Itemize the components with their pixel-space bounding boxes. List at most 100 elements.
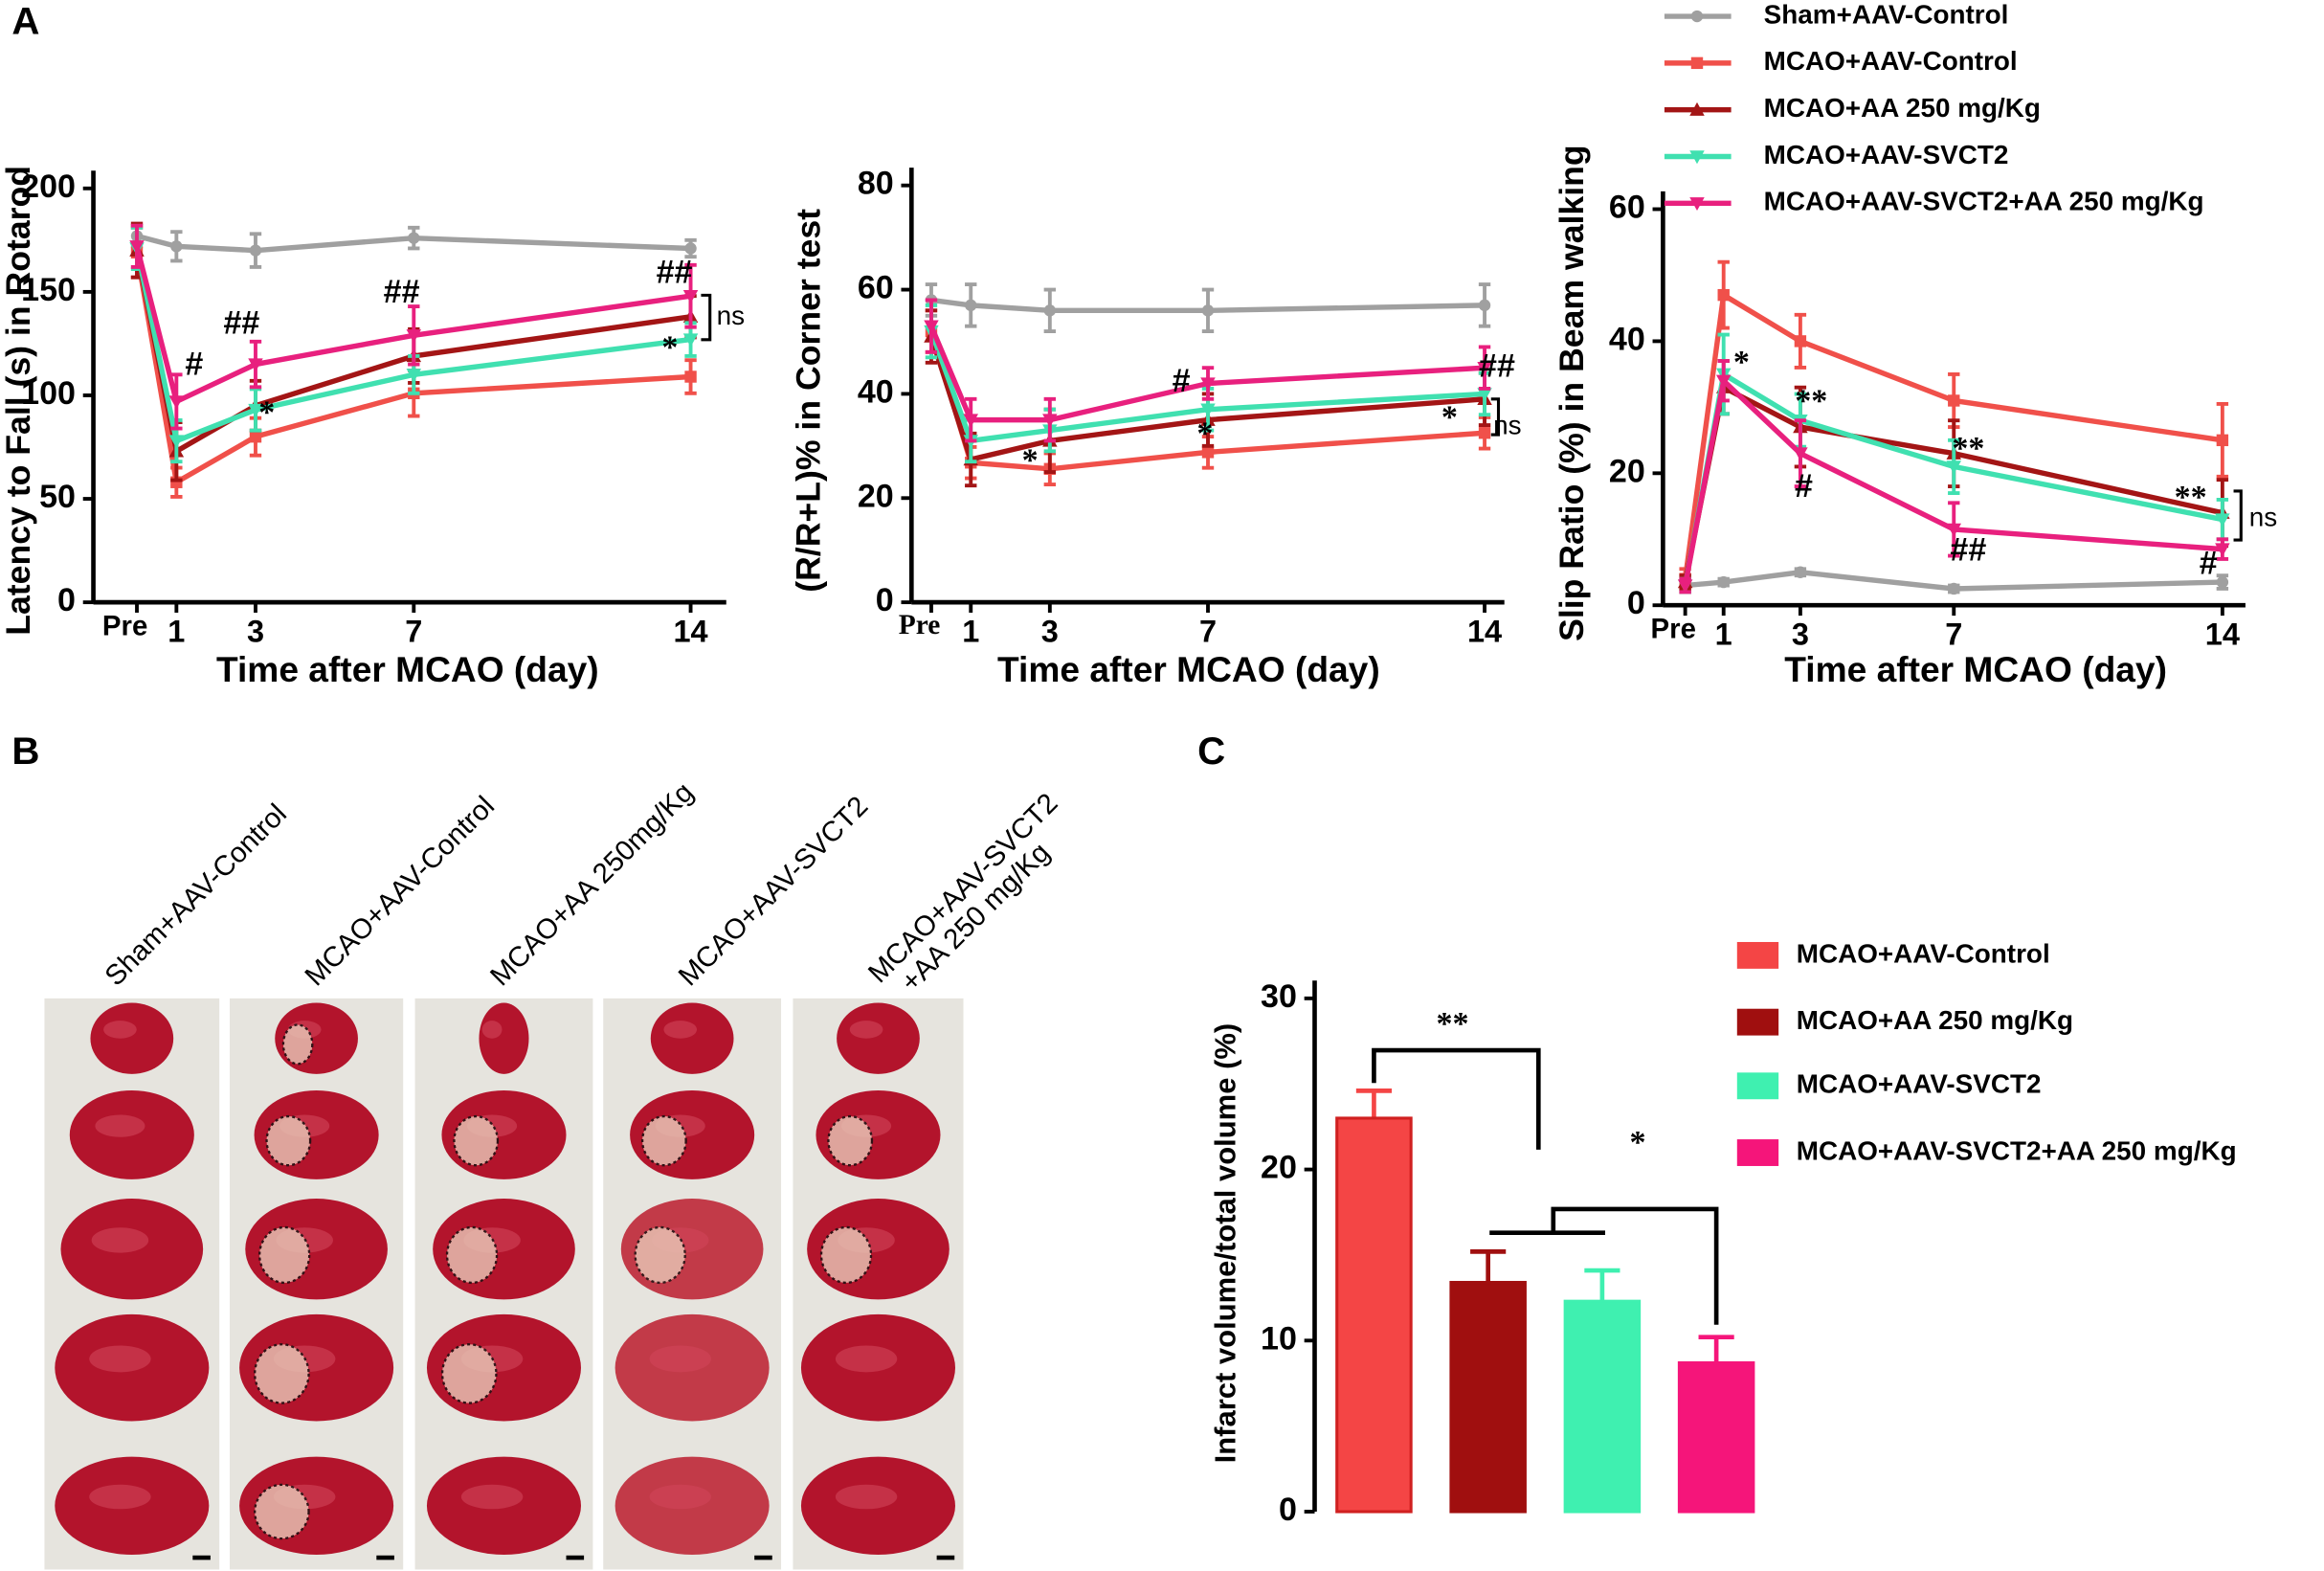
series — [1679, 566, 2229, 595]
y-tick-label: 60 — [1609, 189, 1645, 225]
x-tick-label: Pre — [102, 610, 147, 641]
annotation: ** — [1952, 431, 1984, 466]
point — [1715, 374, 1732, 389]
brackets — [701, 293, 2243, 1325]
infarct-outline — [640, 1114, 687, 1167]
infarct-outline — [634, 1225, 686, 1285]
point — [1946, 523, 1961, 537]
error-bar — [1698, 1335, 1734, 1363]
x-tick-label: 1 — [962, 614, 979, 648]
slice-highlight — [95, 1114, 145, 1137]
photo-label: MCAO+AA 250mg/Kg — [484, 776, 700, 992]
error-bar — [1470, 1249, 1507, 1283]
x-tick-label: 1 — [1715, 617, 1732, 651]
point — [684, 370, 697, 383]
point — [1794, 566, 1807, 578]
y-axis-label: Slip Ratio (%) in Beam walking — [1553, 145, 1591, 641]
brain-slice — [650, 1002, 734, 1074]
legend-swatch — [1736, 941, 1779, 969]
y-tick-label: 0 — [1279, 1492, 1297, 1528]
brain-slice — [479, 1002, 529, 1074]
x-tick-label: 7 — [1199, 614, 1217, 648]
x-tick-label: 3 — [1792, 617, 1809, 651]
series — [1677, 359, 2230, 595]
point — [1478, 427, 1491, 439]
point — [168, 395, 185, 410]
bar — [1335, 1116, 1413, 1514]
annotation: # — [1795, 468, 1813, 505]
point — [1677, 579, 1693, 594]
point — [1946, 460, 1961, 475]
infarct-outline — [254, 1483, 310, 1540]
point — [1201, 446, 1215, 459]
point — [170, 240, 183, 253]
series — [130, 223, 697, 269]
slice-highlight — [103, 1021, 137, 1039]
annotation: ** — [1795, 383, 1827, 418]
y-tick-label: 50 — [39, 479, 76, 515]
legend-label: MCAO+AAV-SVCT2+AA 250 mg/Kg — [1764, 187, 2204, 216]
y-tick-label: 100 — [21, 375, 76, 412]
y-tick-label: 0 — [57, 582, 76, 618]
infarct-outline — [440, 1343, 498, 1404]
infarct-outline — [281, 1023, 314, 1066]
y-axis-label: Latency to Fall (s) in Rotarod — [0, 166, 37, 636]
y-axis-label: Infarct volume/total volume (%) — [1208, 1023, 1241, 1464]
series — [924, 298, 1492, 443]
legend-label: MCAO+AA 250 mg/Kg — [1797, 1005, 2073, 1035]
point — [2216, 575, 2229, 589]
annotation: ns — [1493, 411, 1521, 440]
point — [1948, 394, 1960, 407]
brain-slice — [90, 1002, 174, 1074]
point — [249, 430, 262, 443]
x-axis-label: Time after MCAO (day) — [216, 649, 599, 689]
point — [1717, 575, 1730, 589]
point — [2216, 434, 2229, 447]
legend-marker — [1689, 197, 1705, 212]
point — [248, 403, 263, 417]
annotation: * — [661, 330, 678, 366]
slice-highlight — [849, 1021, 883, 1039]
point — [1201, 304, 1215, 317]
legend-marker — [1690, 10, 1704, 23]
x-axis-label: Time after MCAO (day) — [997, 649, 1380, 689]
point — [924, 320, 939, 334]
slice-highlight — [835, 1484, 898, 1510]
bar — [1677, 1360, 1755, 1514]
x-tick-label: Pre — [899, 610, 941, 640]
infarct-outline — [819, 1225, 873, 1285]
legend-label: MCAO+AAV-SVCT2 — [1764, 140, 2009, 169]
legend-swatch — [1736, 1072, 1779, 1100]
annotation: * — [1733, 345, 1750, 380]
slice-highlight — [91, 1227, 149, 1253]
series — [925, 282, 1491, 334]
y-tick-label: 150 — [21, 272, 76, 308]
annotation: # — [185, 347, 203, 383]
point — [1477, 388, 1492, 402]
point — [682, 290, 699, 303]
point — [1200, 403, 1216, 417]
point — [1478, 299, 1491, 312]
annotation: ** — [2175, 480, 2207, 515]
annotation: ## — [1950, 531, 1986, 568]
legend-swatch — [1736, 1139, 1779, 1166]
x-tick-label: 3 — [1041, 614, 1059, 648]
x-tick-label: 1 — [168, 614, 185, 648]
x-tick-label: Pre — [1651, 613, 1696, 644]
y-tick-label: 0 — [1627, 585, 1645, 621]
brain-slice — [837, 1002, 920, 1074]
annotation: ## — [1479, 348, 1515, 384]
point — [1948, 582, 1960, 595]
infarct-outline — [257, 1225, 311, 1285]
slice-highlight — [460, 1484, 524, 1510]
annotation: * — [258, 395, 275, 431]
y-tick-label: 10 — [1261, 1320, 1297, 1357]
y-tick-label: 40 — [858, 373, 894, 410]
point — [249, 244, 262, 257]
slice-highlight — [663, 1021, 698, 1039]
slice-highlight — [481, 1021, 503, 1039]
slice-highlight — [835, 1345, 898, 1373]
infarct-outline — [827, 1114, 874, 1167]
annotation: * — [1196, 415, 1213, 451]
